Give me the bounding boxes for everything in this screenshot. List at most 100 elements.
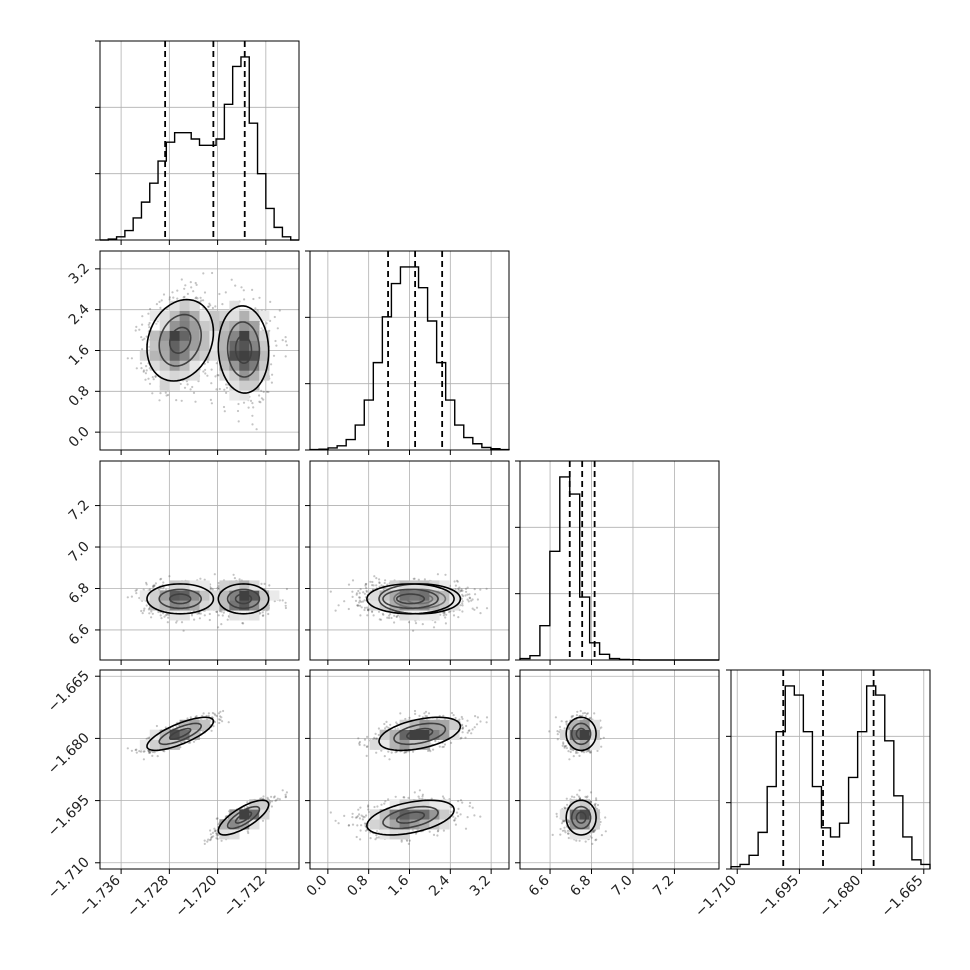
density-cell (239, 370, 250, 381)
density-cell (249, 370, 260, 381)
scatter-point (171, 291, 174, 294)
contour-line (217, 583, 270, 615)
density-cell (169, 330, 180, 341)
scatter-point (388, 614, 391, 617)
panel-background (520, 461, 719, 660)
scatter-point (214, 305, 217, 308)
scatter-point (217, 614, 220, 617)
scatter-point (151, 392, 154, 395)
scatter-point (251, 414, 254, 417)
density-cell (179, 310, 190, 321)
density-cell (239, 350, 250, 361)
scatter-point (262, 390, 265, 393)
scatter-point (221, 303, 224, 306)
scatter-point (168, 575, 171, 578)
scatter-point (284, 340, 287, 343)
scatter-point (166, 621, 169, 624)
scatter-point (193, 618, 196, 621)
histogram-panel-3 (515, 460, 720, 665)
scatter-point (154, 375, 157, 378)
scatter-point (154, 375, 157, 378)
scatter-point (284, 336, 287, 339)
scatter-point (147, 377, 150, 380)
density-cell (179, 350, 190, 361)
scatter-point (189, 388, 192, 391)
contour-line (226, 321, 261, 378)
scatter-point (269, 300, 272, 303)
scatter-point (215, 388, 218, 391)
scatter-point (224, 291, 227, 294)
scatter-point (184, 284, 187, 287)
scatter-point (142, 609, 145, 612)
scatter-point (186, 383, 189, 386)
scatter-point (242, 289, 245, 292)
scatter-point (262, 614, 265, 617)
density-cell (179, 340, 190, 351)
scatter-point (198, 612, 201, 615)
scatter-point (242, 401, 246, 404)
scatter-point (343, 600, 346, 603)
scatter-point (211, 588, 214, 591)
scatter-point (182, 296, 185, 299)
scatter-point (260, 389, 263, 392)
scatter-point (281, 599, 284, 602)
density-cell (259, 340, 270, 351)
density-cell (169, 320, 180, 331)
density-cell (239, 360, 250, 371)
density-cell (189, 310, 200, 321)
scatter-point (371, 580, 374, 584)
panel-layer (95, 40, 931, 874)
scatter-point (135, 588, 138, 591)
scatter-point (183, 287, 186, 290)
scatter-point (176, 289, 179, 292)
density-cell (159, 330, 170, 341)
scatter-point (454, 584, 457, 587)
scatter-point (347, 583, 351, 586)
scatter-point (378, 578, 381, 581)
scatter-point (334, 609, 337, 612)
scatter-point (466, 598, 469, 601)
scatter-point (172, 296, 175, 299)
scatter-point (465, 590, 468, 593)
scatter-point (455, 579, 459, 582)
scatter-point (165, 394, 168, 397)
scatter-point (378, 581, 381, 584)
density-cell (229, 360, 240, 371)
scatter-point (232, 573, 235, 576)
scatter-point (153, 584, 156, 587)
scatter-point (213, 573, 216, 576)
scatter-point (202, 370, 205, 373)
scatter-point (363, 592, 366, 595)
scatter-point (151, 376, 154, 379)
scatter-point (145, 581, 148, 584)
scatter-point (365, 589, 368, 592)
scatter-point (210, 402, 213, 405)
scatter-point (274, 339, 277, 343)
scatter-point (139, 362, 143, 365)
histogram-step (309, 266, 510, 451)
density-cell (249, 320, 260, 331)
scatter-point (414, 622, 418, 625)
scatter-point (366, 606, 369, 609)
scatter-point (461, 593, 464, 596)
scatter-point (242, 622, 245, 625)
scatter-point (154, 582, 157, 585)
scatter-point (148, 321, 151, 325)
scatter-point (147, 323, 150, 326)
scatter-point (466, 593, 469, 596)
scatter-point (260, 397, 263, 400)
scatter-point (191, 385, 194, 389)
scatter-point (155, 322, 158, 325)
scatter-point (194, 297, 197, 300)
scatter-point (217, 586, 220, 589)
density-cell (229, 310, 240, 321)
density-cell (239, 390, 250, 401)
density-cell (249, 340, 260, 351)
panel-frame (730, 669, 931, 870)
scatter-point (214, 375, 217, 378)
scatter-point (202, 272, 205, 275)
scatter-point (190, 286, 193, 289)
scatter-point (284, 355, 287, 358)
scatter-point (160, 299, 163, 302)
density-cell (189, 330, 200, 341)
